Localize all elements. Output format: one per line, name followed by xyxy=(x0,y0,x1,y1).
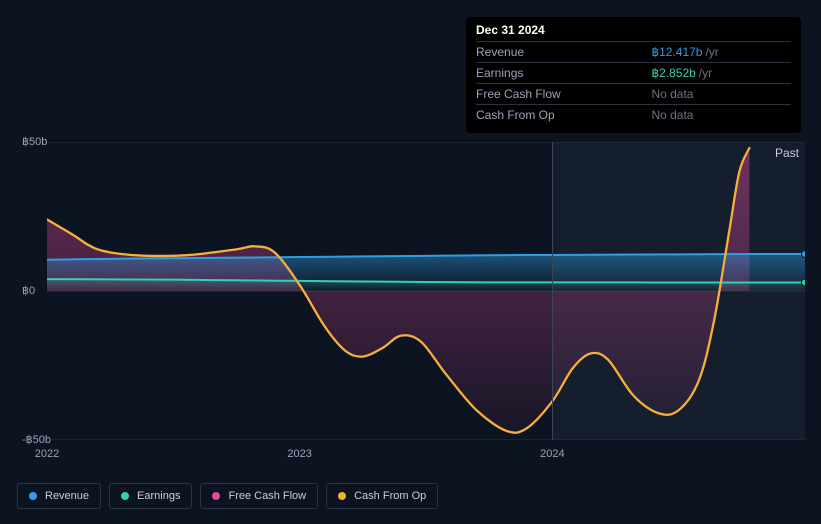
legend-item-free-cash-flow[interactable]: Free Cash Flow xyxy=(200,483,318,509)
legend-label: Revenue xyxy=(45,490,89,502)
tooltip-table: Revenue฿12.417b/yrEarnings฿2.852b/yrFree… xyxy=(476,41,791,125)
legend-swatch-icon xyxy=(29,492,37,500)
x-tick-label: 2024 xyxy=(540,448,564,460)
tooltip-row: Revenue฿12.417b/yr xyxy=(476,42,791,63)
tooltip-metric-value: No data xyxy=(651,84,791,105)
legend-swatch-icon xyxy=(212,492,220,500)
tooltip-metric-value: ฿2.852b/yr xyxy=(651,63,791,84)
tooltip-metric-label: Free Cash Flow xyxy=(476,84,651,105)
tooltip-metric-label: Earnings xyxy=(476,63,651,84)
legend-label: Free Cash Flow xyxy=(228,490,306,502)
x-tick-label: 2022 xyxy=(35,448,59,460)
legend-item-cash-from-op[interactable]: Cash From Op xyxy=(326,483,438,509)
legend-item-earnings[interactable]: Earnings xyxy=(109,483,192,509)
legend-item-revenue[interactable]: Revenue xyxy=(17,483,101,509)
chart-legend: Revenue Earnings Free Cash Flow Cash From O… xyxy=(17,483,438,509)
chart-tooltip: Dec 31 2024 Revenue฿12.417b/yrEarnings฿2… xyxy=(466,17,801,133)
chart-plot-area[interactable]: Past xyxy=(47,142,805,440)
tooltip-metric-label: Cash From Op xyxy=(476,105,651,126)
tooltip-date: Dec 31 2024 xyxy=(476,23,791,41)
tooltip-metric-value: ฿12.417b/yr xyxy=(651,42,791,63)
legend-label: Earnings xyxy=(137,490,180,502)
tooltip-row: Earnings฿2.852b/yr xyxy=(476,63,791,84)
date-marker-line xyxy=(552,142,553,440)
past-label: Past xyxy=(775,146,799,160)
x-tick-label: 2023 xyxy=(287,448,311,460)
tooltip-row: Free Cash FlowNo data xyxy=(476,84,791,105)
y-tick-label: ฿0 xyxy=(22,284,35,297)
tooltip-row: Cash From OpNo data xyxy=(476,105,791,126)
financials-chart: ฿50b฿0-฿50b Past xyxy=(17,125,805,440)
y-tick-label: ฿50b xyxy=(22,135,47,148)
tooltip-metric-label: Revenue xyxy=(476,42,651,63)
legend-label: Cash From Op xyxy=(354,490,426,502)
legend-swatch-icon xyxy=(121,492,129,500)
legend-swatch-icon xyxy=(338,492,346,500)
tooltip-metric-value: No data xyxy=(651,105,791,126)
chart-svg xyxy=(47,142,805,440)
